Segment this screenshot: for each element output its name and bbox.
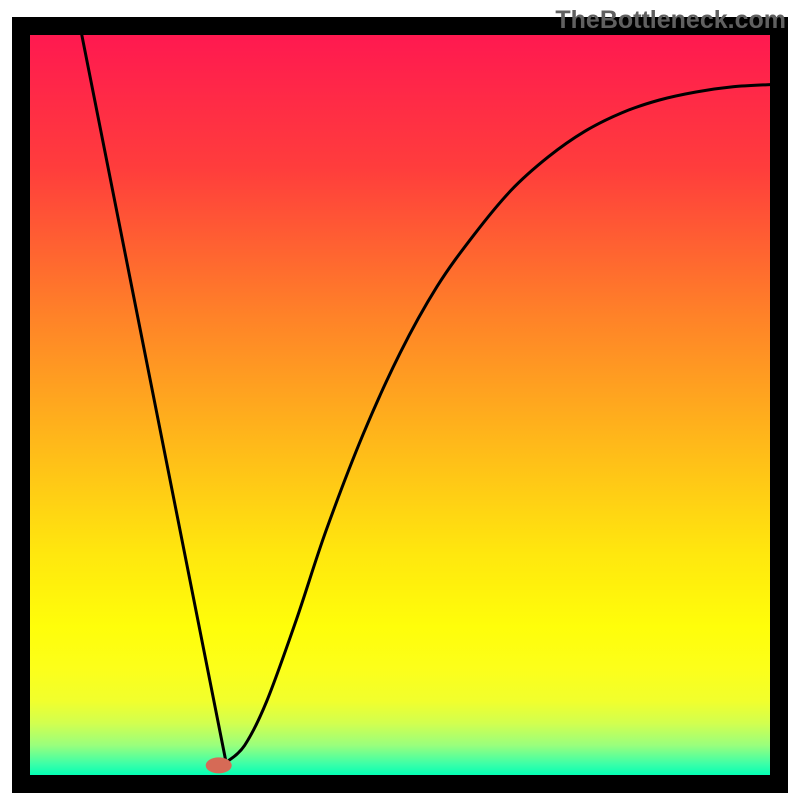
watermark-text: TheBottleneck.com bbox=[555, 6, 786, 35]
bottleneck-chart bbox=[0, 0, 800, 800]
minimum-marker bbox=[206, 757, 232, 773]
plot-background bbox=[30, 35, 770, 775]
